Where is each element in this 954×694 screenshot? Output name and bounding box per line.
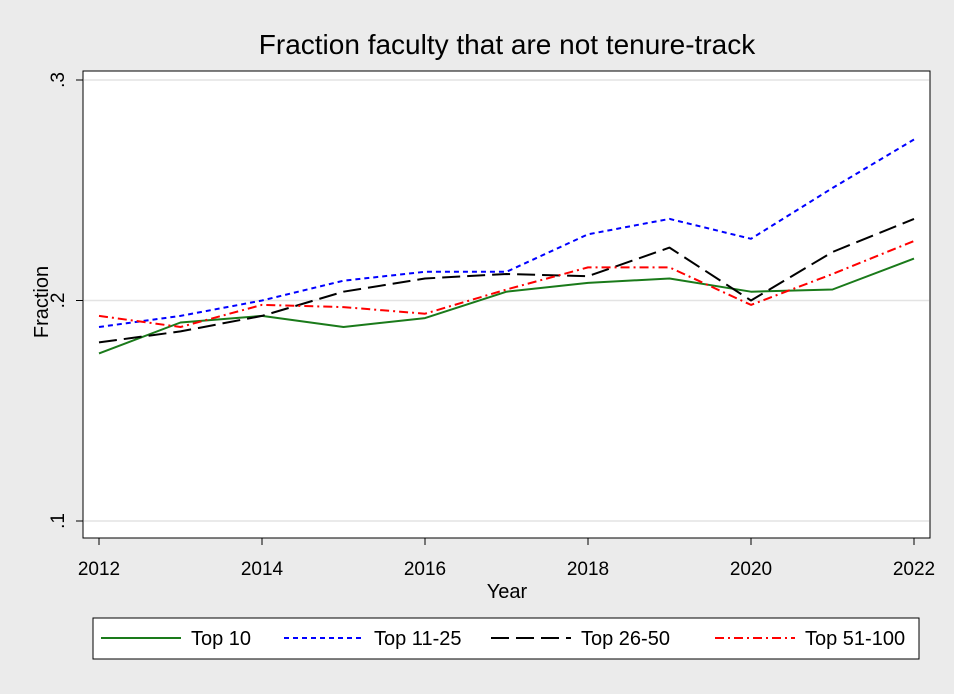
legend-label: Top 11-25 [374, 628, 461, 650]
series-line-top-11-25 [98, 138, 915, 328]
y-tick-label: .1 [48, 513, 69, 529]
plot-area [82, 70, 931, 539]
x-tick-label: 2014 [241, 559, 284, 580]
legend-label: Top 26-50 [581, 628, 670, 650]
legend-label: Top 51-100 [805, 628, 905, 650]
x-axis-title: Year [487, 581, 528, 603]
legend-label: Top 10 [191, 628, 251, 650]
x-tick-label: 2020 [730, 559, 772, 580]
x-tick-label: 2018 [567, 559, 609, 580]
x-tick-label: 2016 [404, 559, 446, 580]
x-tick-label: 2012 [78, 559, 120, 580]
axes: .1 .2 .3 2012 2014 2016 2018 2020 2022 [48, 71, 935, 580]
y-tick-label: .3 [48, 72, 69, 88]
gridlines [84, 79, 929, 522]
series-lines [98, 138, 915, 355]
chart-title: Fraction faculty that are not tenure-tra… [259, 29, 756, 60]
series-line-top-51-100 [98, 240, 915, 328]
series-line-top-26-50 [98, 217, 915, 344]
y-tick-label: .2 [48, 293, 69, 309]
legend: Top 10 Top 11-25 Top 26-50 Top 51-100 [92, 617, 920, 660]
y-axis-title: Fraction [31, 266, 53, 338]
series-line-top-10 [98, 257, 915, 355]
x-tick-label: 2022 [893, 559, 935, 580]
